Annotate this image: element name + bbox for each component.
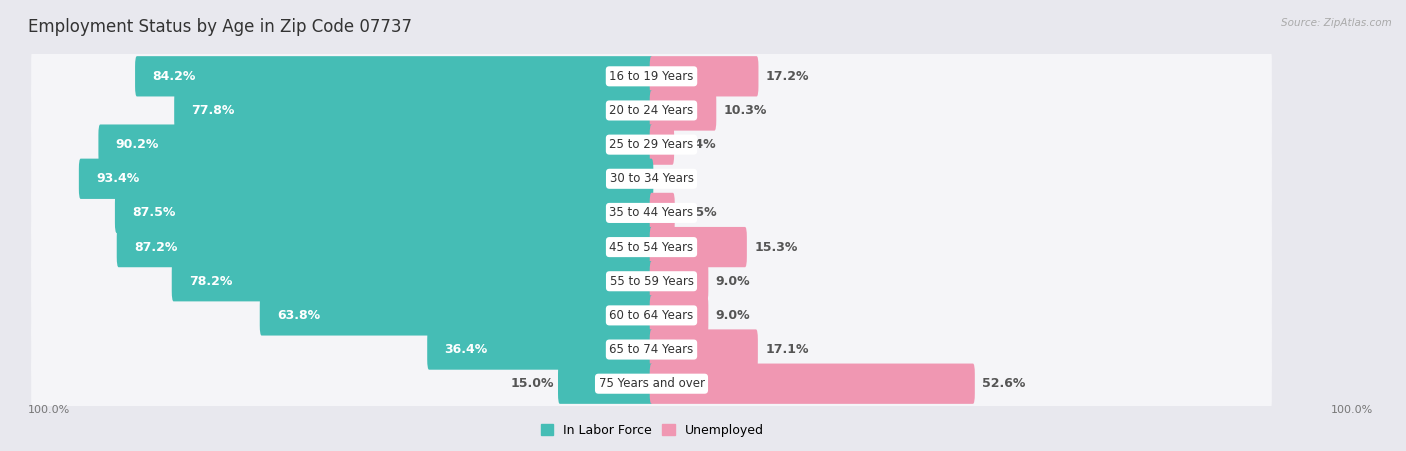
Text: 30 to 34 Years: 30 to 34 Years bbox=[610, 172, 693, 185]
FancyBboxPatch shape bbox=[558, 364, 654, 404]
FancyBboxPatch shape bbox=[650, 124, 673, 165]
FancyBboxPatch shape bbox=[31, 181, 1272, 244]
Text: 84.2%: 84.2% bbox=[152, 70, 195, 83]
FancyBboxPatch shape bbox=[31, 318, 1272, 381]
FancyBboxPatch shape bbox=[650, 261, 709, 301]
Text: 25 to 29 Years: 25 to 29 Years bbox=[609, 138, 693, 151]
Text: 20 to 24 Years: 20 to 24 Years bbox=[609, 104, 693, 117]
FancyBboxPatch shape bbox=[31, 250, 1272, 313]
Text: 100.0%: 100.0% bbox=[1330, 405, 1372, 415]
Text: 65 to 74 Years: 65 to 74 Years bbox=[609, 343, 693, 356]
FancyBboxPatch shape bbox=[650, 364, 974, 404]
Text: Employment Status by Age in Zip Code 07737: Employment Status by Age in Zip Code 077… bbox=[28, 18, 412, 36]
Text: 60 to 64 Years: 60 to 64 Years bbox=[609, 309, 693, 322]
FancyBboxPatch shape bbox=[650, 193, 675, 233]
Text: 17.2%: 17.2% bbox=[766, 70, 810, 83]
Text: 63.8%: 63.8% bbox=[277, 309, 321, 322]
FancyBboxPatch shape bbox=[650, 56, 758, 97]
FancyBboxPatch shape bbox=[79, 159, 654, 199]
Text: 3.4%: 3.4% bbox=[682, 138, 716, 151]
FancyBboxPatch shape bbox=[31, 45, 1272, 108]
FancyBboxPatch shape bbox=[650, 90, 716, 131]
FancyBboxPatch shape bbox=[650, 329, 758, 370]
FancyBboxPatch shape bbox=[427, 329, 654, 370]
Text: Source: ZipAtlas.com: Source: ZipAtlas.com bbox=[1281, 18, 1392, 28]
FancyBboxPatch shape bbox=[115, 193, 654, 233]
FancyBboxPatch shape bbox=[31, 147, 1272, 210]
Text: 77.8%: 77.8% bbox=[191, 104, 235, 117]
Text: 35 to 44 Years: 35 to 44 Years bbox=[609, 207, 693, 220]
Text: 3.5%: 3.5% bbox=[682, 207, 717, 220]
FancyBboxPatch shape bbox=[98, 124, 654, 165]
Text: 15.0%: 15.0% bbox=[510, 377, 554, 390]
Text: 15.3%: 15.3% bbox=[754, 240, 797, 253]
Text: 87.2%: 87.2% bbox=[134, 240, 177, 253]
Text: 52.6%: 52.6% bbox=[983, 377, 1025, 390]
Text: 90.2%: 90.2% bbox=[115, 138, 159, 151]
Text: 17.1%: 17.1% bbox=[765, 343, 808, 356]
FancyBboxPatch shape bbox=[31, 113, 1272, 176]
FancyBboxPatch shape bbox=[260, 295, 654, 336]
Text: 0.0%: 0.0% bbox=[661, 172, 696, 185]
Text: 9.0%: 9.0% bbox=[716, 275, 751, 288]
Text: 78.2%: 78.2% bbox=[188, 275, 232, 288]
FancyBboxPatch shape bbox=[135, 56, 654, 97]
FancyBboxPatch shape bbox=[174, 90, 654, 131]
FancyBboxPatch shape bbox=[650, 227, 747, 267]
Text: 45 to 54 Years: 45 to 54 Years bbox=[609, 240, 693, 253]
Text: 36.4%: 36.4% bbox=[444, 343, 488, 356]
Text: 87.5%: 87.5% bbox=[132, 207, 176, 220]
Text: 100.0%: 100.0% bbox=[28, 405, 70, 415]
Legend: In Labor Force, Unemployed: In Labor Force, Unemployed bbox=[536, 419, 769, 442]
FancyBboxPatch shape bbox=[117, 227, 654, 267]
FancyBboxPatch shape bbox=[31, 216, 1272, 279]
Text: 75 Years and over: 75 Years and over bbox=[599, 377, 704, 390]
Text: 93.4%: 93.4% bbox=[96, 172, 139, 185]
Text: 16 to 19 Years: 16 to 19 Years bbox=[609, 70, 693, 83]
FancyBboxPatch shape bbox=[31, 352, 1272, 415]
Text: 10.3%: 10.3% bbox=[724, 104, 768, 117]
FancyBboxPatch shape bbox=[650, 295, 709, 336]
Text: 9.0%: 9.0% bbox=[716, 309, 751, 322]
Text: 55 to 59 Years: 55 to 59 Years bbox=[610, 275, 693, 288]
FancyBboxPatch shape bbox=[172, 261, 654, 301]
FancyBboxPatch shape bbox=[31, 284, 1272, 347]
FancyBboxPatch shape bbox=[31, 79, 1272, 142]
